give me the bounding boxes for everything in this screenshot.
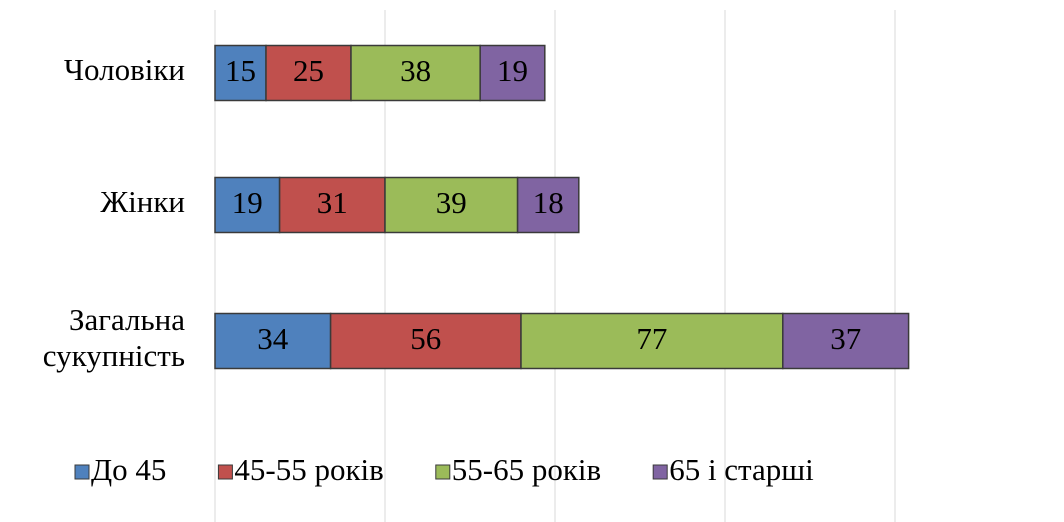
y-tick-label: Жінки [100,184,185,219]
data-label: 31 [317,185,348,220]
legend-label: 45-55 років [234,452,383,487]
data-label: 37 [830,321,861,356]
legend-swatch [217,464,233,480]
legend-swatch [652,464,668,480]
bar-segment [520,312,784,370]
bar-segment [214,312,332,370]
legend-label: 65 і старші [669,452,814,487]
data-label: 19 [497,53,528,88]
data-label: 34 [257,321,289,356]
bar-segment [265,44,352,102]
bar-segment [214,176,281,234]
data-label: 15 [225,53,256,88]
data-label: 56 [410,321,441,356]
bar-segment [782,312,910,370]
bar-segment [350,44,481,102]
bars: Чоловіки 15 25 38 19 Жінки 19 31 39 18 Загальна сук… [43,44,910,373]
legend: До 45 45-55 років 55-65 років 65 і старші [74,452,814,487]
y-tick-label: Чоловіки [64,52,185,87]
legend-label: До 45 [91,452,166,487]
data-label: 38 [400,53,431,88]
legend-swatch [74,464,90,480]
bar-segment [479,44,546,102]
bar-segment [384,176,519,234]
y-tick-label: Загальна сукупність [43,302,185,373]
bar-segment [516,176,580,234]
legend-swatch [435,464,451,480]
legend-label: 55-65 років [452,452,601,487]
data-label: 39 [436,185,467,220]
data-label: 77 [636,321,667,356]
data-label: 18 [533,185,564,220]
data-label: 25 [293,53,324,88]
data-label: 19 [232,185,263,220]
